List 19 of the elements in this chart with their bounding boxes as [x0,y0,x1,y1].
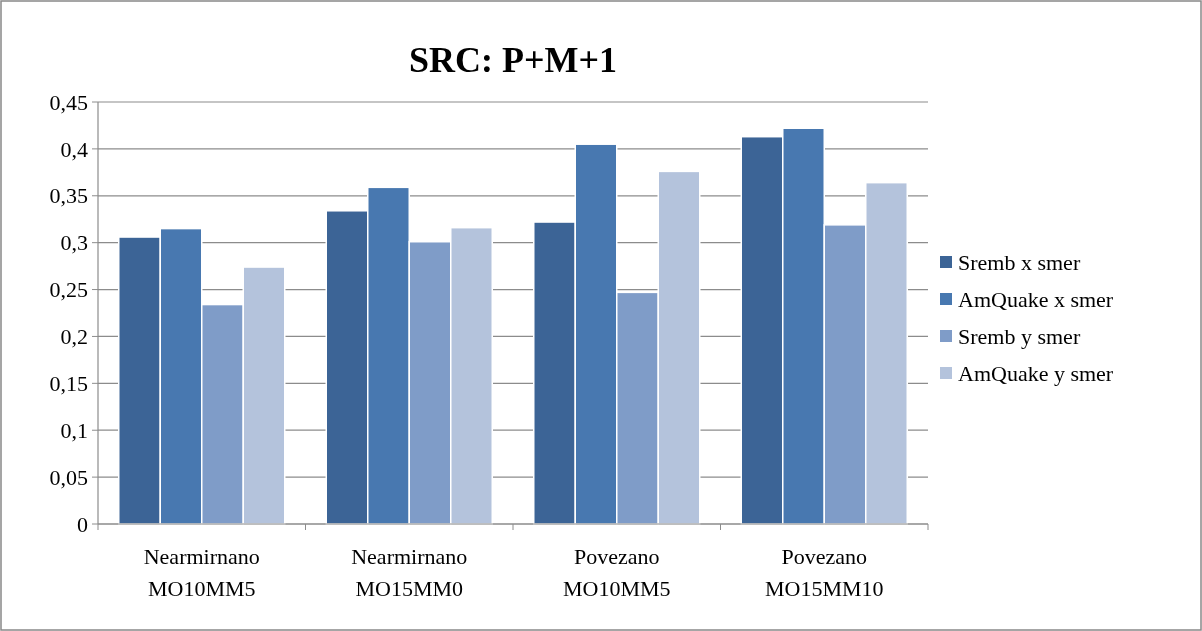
x-tick-label: Nearmirnano MO10MM5 [143,544,260,601]
y-tick-label: 0,2 [60,324,88,350]
x-tick-label: Nearmirnano MO15MM0 [351,544,468,601]
legend-label: Sremb y smer [958,323,1081,349]
y-tick-label: 0,25 [49,277,88,303]
legend-label: Sremb x smer [958,249,1081,275]
y-tick-label: 0,1 [60,417,88,443]
x-tick-label: Povezano MO15MM10 [764,544,884,601]
y-tick-label: 0,05 [49,464,88,490]
y-tick-label: 0,3 [60,230,88,256]
x-tick-label: Povezano MO10MM5 [562,544,671,601]
y-tick-label: 0,4 [60,136,88,162]
y-tick-label: 0,35 [49,183,88,209]
legend-label: AmQuake x smer [958,286,1114,312]
legend-label: AmQuake y smer [958,360,1114,386]
chart-title: SRC: P+M+1 [408,40,618,80]
y-tick-label: 0 [77,511,88,537]
y-tick-label: 0,45 [49,89,88,115]
y-tick-label: 0,15 [49,371,88,397]
